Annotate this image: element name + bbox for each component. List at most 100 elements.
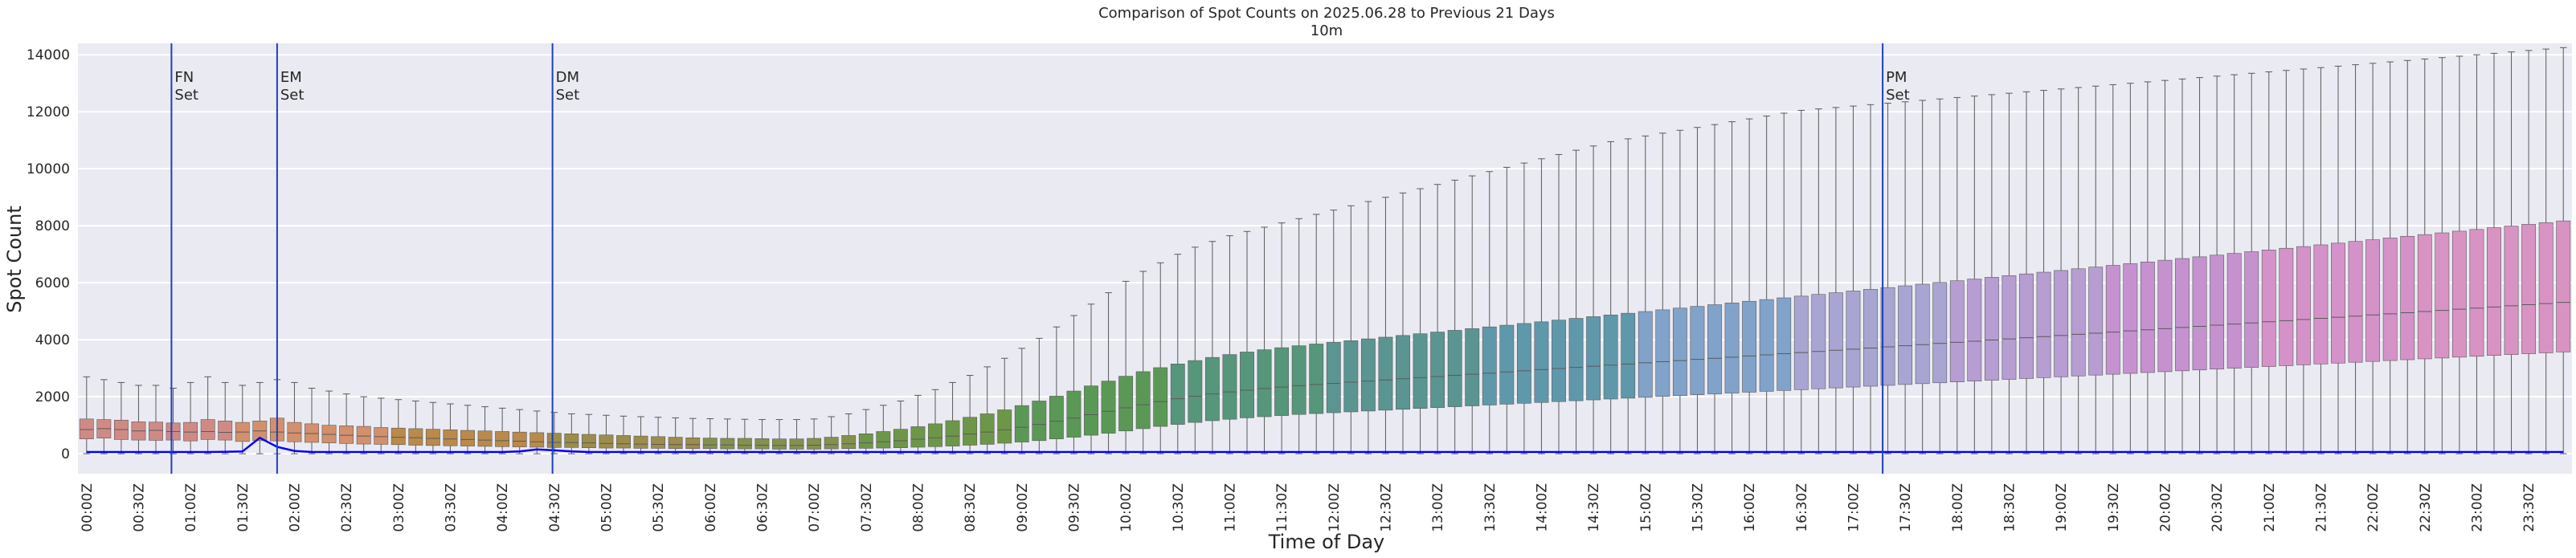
box-iqr xyxy=(841,435,857,450)
event-label-sub: Set xyxy=(280,87,305,104)
x-tick-label: 11:00Z xyxy=(1222,483,1238,532)
box-iqr xyxy=(1672,308,1687,397)
x-tick-label: 10:30Z xyxy=(1171,483,1187,532)
box-iqr xyxy=(702,438,718,450)
box-iqr xyxy=(546,433,562,448)
box-iqr xyxy=(2487,227,2501,356)
box-iqr xyxy=(2261,250,2276,367)
box-iqr xyxy=(2019,273,2034,379)
box-iqr xyxy=(876,431,891,449)
box-iqr xyxy=(530,432,545,448)
event-label-sub: Set xyxy=(174,87,198,104)
box-iqr xyxy=(564,434,579,448)
x-tick-label: 21:00Z xyxy=(2262,483,2278,532)
x-tick-label: 16:00Z xyxy=(1742,483,1758,532)
box-iqr xyxy=(2123,263,2138,374)
box-iqr xyxy=(720,438,735,450)
box-iqr xyxy=(1724,303,1740,393)
x-axis-ticks: 00:00Z 00:30Z 01:00Z 01:30Z 02:00Z 02:30Z 03:0… xyxy=(80,483,2537,532)
box-iqr xyxy=(2313,244,2329,365)
box-iqr xyxy=(2538,222,2554,353)
current-day-series xyxy=(86,436,2564,454)
box-iqr xyxy=(1967,279,1982,381)
x-axis-label: Time of Day xyxy=(1268,531,1385,553)
box-iqr xyxy=(1811,294,1826,389)
box-iqr xyxy=(477,430,493,447)
y-tick-label: 6000 xyxy=(35,275,70,291)
x-tick-label: 05:00Z xyxy=(599,483,615,532)
box-iqr xyxy=(2348,241,2363,363)
box-iqr xyxy=(1793,295,1809,390)
box-iqr xyxy=(1274,347,1290,416)
box-iqr xyxy=(1690,306,1705,395)
x-tick-label: 14:00Z xyxy=(1534,483,1550,532)
box-iqr xyxy=(633,435,648,449)
box-iqr xyxy=(2365,239,2381,362)
x-tick-label: 19:30Z xyxy=(2106,483,2122,532)
x-tick-label: 04:00Z xyxy=(495,483,511,532)
box-iqr xyxy=(893,429,908,448)
box-iqr xyxy=(685,437,701,450)
x-tick-label: 23:30Z xyxy=(2521,483,2537,532)
box-iqr xyxy=(305,423,319,443)
box-iqr xyxy=(824,437,839,450)
box-iqr xyxy=(425,429,440,446)
box-iqr xyxy=(1915,283,1930,385)
box-iqr xyxy=(1014,405,1029,442)
box-iqr xyxy=(2157,259,2173,373)
x-tick-label: 03:30Z xyxy=(443,483,459,532)
y-tick-label: 10000 xyxy=(27,161,70,177)
x-tick-label: 17:00Z xyxy=(1846,483,1862,532)
box-iqr xyxy=(737,438,752,450)
x-tick-label: 21:30Z xyxy=(2313,483,2329,532)
x-tick-label: 08:30Z xyxy=(963,483,979,532)
box-iqr xyxy=(287,422,302,442)
series-line xyxy=(86,436,2564,454)
box-iqr xyxy=(390,427,406,446)
y-tick-label: 14000 xyxy=(27,47,70,63)
box-iqr xyxy=(910,426,926,448)
box-iqr xyxy=(495,431,510,447)
box-iqr xyxy=(1343,340,1359,413)
box-iqr xyxy=(1707,304,1722,394)
box-iqr xyxy=(1534,321,1549,403)
x-tick-label: 02:30Z xyxy=(339,483,355,532)
x-tick-label: 08:00Z xyxy=(910,483,926,532)
box-iqr xyxy=(1863,289,1878,387)
x-tick-label: 06:00Z xyxy=(703,483,719,532)
x-tick-label: 20:00Z xyxy=(2157,483,2173,532)
box-iqr xyxy=(1378,336,1393,411)
box-iqr xyxy=(979,413,995,445)
x-tick-label: 12:30Z xyxy=(1378,483,1394,532)
box-iqr xyxy=(200,419,215,440)
box-iqr xyxy=(2088,267,2104,376)
box-iqr xyxy=(2210,255,2225,370)
event-label: DM xyxy=(556,69,579,86)
event-label-sub: Set xyxy=(1886,87,1910,104)
box-iqr xyxy=(1135,371,1151,430)
box-iqr xyxy=(1118,376,1134,432)
box-iqr xyxy=(616,435,631,449)
x-tick-label: 11:30Z xyxy=(1274,483,1290,532)
box-iqr xyxy=(1482,326,1497,405)
box-iqr xyxy=(1326,342,1341,413)
y-axis-ticks: 0 2000 4000 6000 8000 10000 12000 14000 xyxy=(27,47,70,462)
x-tick-label: 22:00Z xyxy=(2365,483,2382,532)
box-iqr xyxy=(1984,277,1999,381)
box-iqr xyxy=(2036,271,2051,378)
gridlines xyxy=(78,54,2572,455)
y-tick-label: 12000 xyxy=(27,104,70,120)
box-iqr xyxy=(356,426,371,445)
box-iqr xyxy=(1949,280,1965,383)
box-iqr xyxy=(1499,324,1515,405)
box-iqr xyxy=(599,434,614,449)
x-tick-label: 10:00Z xyxy=(1118,483,1135,532)
box-iqr xyxy=(2521,224,2537,354)
event-label: EM xyxy=(280,69,302,86)
x-tick-label: 05:30Z xyxy=(651,483,667,532)
x-tick-label: 22:30Z xyxy=(2418,483,2434,532)
box-iqr xyxy=(2435,232,2450,359)
box-iqr xyxy=(1586,316,1601,401)
box-iqr xyxy=(2279,247,2294,366)
